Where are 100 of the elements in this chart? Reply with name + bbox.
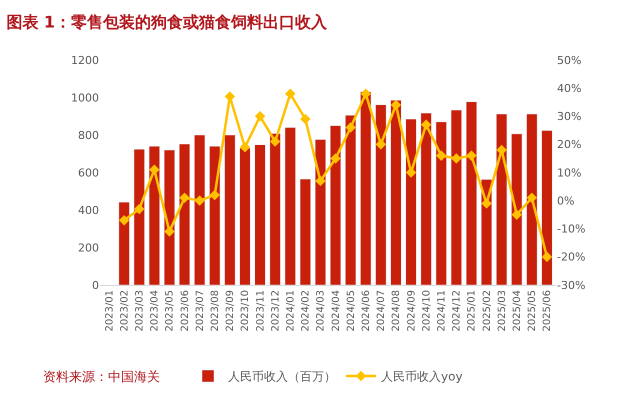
x-tick-label: 2024/01 [286, 290, 296, 332]
y2-tick-label: -30% [557, 278, 586, 292]
y-tick-label: 200 [78, 241, 99, 254]
point [164, 226, 175, 237]
bar [436, 122, 447, 285]
point [210, 190, 220, 200]
bar [134, 149, 145, 285]
bar [300, 178, 311, 285]
y2-tick-label: 50% [557, 54, 582, 67]
y-tick-label: 1000 [71, 91, 99, 104]
y-tick-label: 1200 [71, 54, 99, 67]
point [270, 136, 280, 147]
point [149, 164, 160, 175]
point [345, 122, 356, 133]
bar [164, 150, 175, 285]
bar [148, 146, 160, 285]
point [436, 150, 446, 161]
x-tick-label: 2023/01 [104, 290, 116, 332]
point [240, 142, 250, 152]
bar [284, 127, 296, 285]
y2-tick-label: 0% [557, 194, 574, 208]
bar [450, 110, 462, 285]
x-tick-label: 2024/06 [361, 290, 372, 332]
x-tick-label: 2023/07 [194, 290, 206, 332]
point [526, 192, 538, 204]
bar [360, 91, 372, 285]
bar [194, 134, 206, 285]
x-tick-label: 2023/02 [119, 290, 130, 332]
point [254, 111, 266, 122]
point [118, 215, 130, 226]
y-tick-label: 400 [78, 204, 99, 217]
bar [118, 202, 130, 285]
point [194, 195, 205, 206]
y2-tick-label: 20% [557, 138, 582, 152]
bar [179, 144, 190, 285]
bar [239, 148, 250, 285]
point [406, 167, 416, 178]
point [512, 209, 522, 220]
point [315, 176, 326, 186]
y2-tick-label: -10% [557, 222, 586, 236]
x-tick-label: 2024/07 [376, 290, 388, 332]
point [542, 252, 552, 262]
x-tick-label: 2025/01 [466, 290, 478, 332]
x-tick-label: 2024/05 [346, 290, 357, 332]
point [134, 204, 144, 214]
x-tick-label: 2023/12 [270, 290, 282, 332]
point [300, 114, 311, 124]
x-tick-label: 2024/12 [452, 290, 463, 332]
bar [420, 112, 432, 285]
y2-tick-label: -20% [557, 250, 586, 264]
point [376, 139, 386, 150]
bar [541, 130, 552, 285]
bar [406, 118, 417, 285]
bar [375, 104, 386, 285]
bar [270, 133, 281, 285]
x-tick-label: 2024/09 [406, 290, 418, 332]
x-tick-label: 2023/11 [255, 290, 266, 332]
x-tick-label: 2023/06 [180, 290, 191, 332]
point [390, 100, 402, 110]
x-tick-label: 2023/10 [240, 290, 252, 332]
point [179, 192, 190, 204]
y-tick-label: 600 [78, 166, 99, 180]
point [466, 150, 477, 161]
y2-tick-label: 30% [557, 110, 582, 124]
y-tick-label: 800 [78, 128, 99, 142]
point [420, 119, 432, 130]
x-tick-label: 2024/11 [436, 290, 448, 332]
x-tick-label: 2025/06 [542, 290, 554, 332]
legend-label: 人民币收入（百万） [228, 370, 336, 384]
point [285, 88, 296, 99]
x-tick-label: 2024/02 [300, 290, 312, 332]
bar [224, 134, 236, 285]
bar [511, 134, 522, 285]
x-tick-label: 2025/02 [482, 290, 493, 332]
x-tick-label: 2025/03 [496, 290, 508, 332]
text: 资料来源：中国海关 [43, 370, 160, 385]
bar [345, 115, 356, 285]
point [360, 88, 371, 99]
point [451, 153, 462, 164]
bar [209, 146, 220, 285]
x-tick-label: 2023/03 [134, 290, 146, 332]
point [330, 153, 341, 164]
x-tick-label: 2024/03 [316, 290, 327, 332]
x-tick-label: 2023/08 [210, 290, 221, 332]
x-tick-label: 2023/04 [150, 290, 161, 332]
x-tick-label: 2024/08 [391, 290, 402, 332]
bar [496, 114, 508, 285]
x-tick-label: 2024/10 [421, 290, 432, 332]
y2-tick-label: 40% [557, 82, 582, 95]
x-tick-label: 2025/05 [527, 290, 538, 332]
y-tick-label: 0 [92, 278, 99, 292]
bar [526, 114, 538, 285]
legend-label: 人民币收入yoy [381, 370, 463, 384]
bar [314, 139, 326, 285]
bar [390, 100, 402, 285]
bar [466, 102, 477, 285]
bar [254, 144, 266, 285]
chart-title: 图表 1：零售包装的狗食或猫食饲料出口收入 [6, 12, 328, 32]
x-tick-label: 2023/09 [225, 290, 236, 332]
x-tick-label: 2023/05 [164, 290, 176, 332]
